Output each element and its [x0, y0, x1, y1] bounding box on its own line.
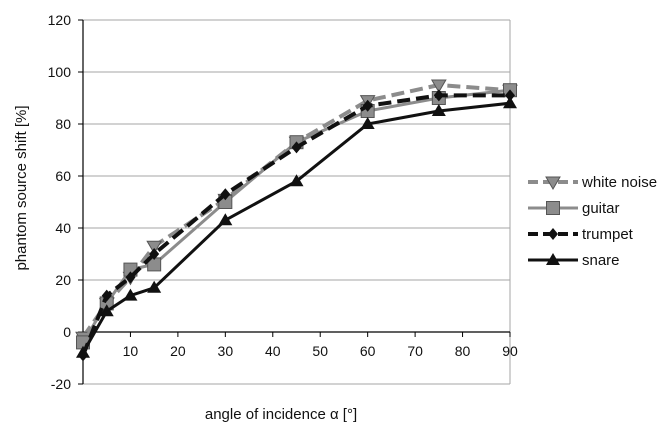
legend: white noise guitar trumpet snare: [528, 174, 657, 269]
y-axis-label: phantom source shift [%]: [13, 105, 30, 270]
x-tick-label: 20: [170, 343, 186, 359]
data-point: [76, 345, 90, 358]
series-guitar: [76, 83, 517, 350]
data-point: [362, 99, 373, 112]
y-tick-label: 80: [55, 116, 71, 132]
legend-marker: [545, 176, 561, 190]
data-point: [147, 280, 162, 293]
legend-marker: [548, 228, 558, 240]
x-axis-label: angle of incidence α [°]: [205, 406, 357, 423]
data-point: [99, 304, 114, 317]
data-point: [433, 89, 444, 102]
x-tick-label: 40: [265, 343, 281, 359]
data-point: [220, 188, 231, 201]
legend-label: white noise: [581, 174, 657, 191]
data-point: [503, 96, 517, 109]
data-point: [431, 104, 446, 116]
x-tick-labels: 10 20 30 40 50 60 70 80 90: [123, 343, 518, 359]
series-line: [81, 83, 511, 339]
y-tick-labels: -20 0 20 40 60 80 100 120: [48, 12, 72, 392]
data-point: [430, 79, 447, 93]
data-point: [218, 213, 233, 226]
data-point: [146, 240, 163, 255]
x-tick-label: 50: [312, 343, 328, 359]
series-line: [81, 88, 511, 344]
x-tick-label: 10: [123, 343, 139, 359]
x-tick-label: 30: [218, 343, 234, 359]
data-point: [505, 89, 515, 102]
data-point: [149, 248, 160, 260]
data-point: [125, 271, 136, 284]
y-tick-label: 100: [48, 64, 72, 80]
y-tick-label: -20: [51, 376, 71, 392]
y-tick-label: 20: [55, 272, 71, 288]
y-tick-label: 120: [48, 12, 72, 28]
y-tick-label: 60: [55, 168, 71, 184]
data-point: [360, 117, 375, 129]
series-snare: [76, 96, 517, 358]
legend-item: white noise: [528, 174, 657, 191]
y-tick-label: 0: [63, 324, 71, 340]
data-point: [101, 289, 112, 302]
legend-label: trumpet: [582, 226, 634, 243]
x-tick-label: 90: [502, 343, 518, 359]
legend-item: snare: [528, 252, 620, 269]
x-tick-label: 60: [360, 343, 376, 359]
legend-label: guitar: [582, 200, 620, 217]
data-series: [75, 79, 518, 362]
x-tick-label: 70: [407, 343, 423, 359]
series-trumpet: [78, 89, 515, 362]
data-point: [123, 288, 138, 301]
y-tick-label: 40: [55, 220, 71, 236]
data-point: [291, 141, 302, 154]
legend-item: trumpet: [528, 226, 634, 243]
axes: [78, 19, 511, 385]
series-white-noise: [75, 79, 518, 346]
x-tick-label: 80: [455, 343, 471, 359]
legend-marker: [546, 201, 560, 215]
grid-lines: [83, 19, 510, 385]
data-point: [289, 174, 304, 187]
series-line: [81, 93, 510, 357]
legend-item: guitar: [528, 200, 620, 217]
legend-marker: [546, 253, 560, 265]
legend-label: snare: [582, 252, 620, 269]
